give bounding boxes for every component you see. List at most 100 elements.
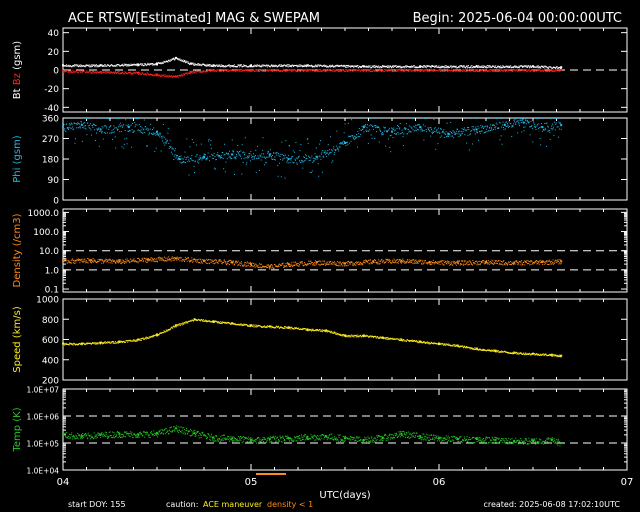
data-dot: [353, 137, 355, 139]
data-dot: [161, 140, 163, 142]
data-dot: [158, 258, 160, 260]
data-dot: [391, 127, 393, 129]
data-dot: [507, 123, 509, 125]
data-dot: [397, 66, 399, 68]
data-dot: [271, 65, 273, 67]
data-dot: [108, 72, 110, 74]
data-dot: [172, 58, 174, 60]
data-dot: [121, 131, 123, 133]
data-dot: [343, 263, 345, 265]
data-dot: [381, 69, 383, 71]
data-dot: [95, 71, 97, 73]
data-dot: [477, 125, 479, 127]
data-dot: [227, 65, 229, 67]
data-dot: [150, 73, 152, 75]
data-dot: [350, 70, 352, 72]
data-dot: [259, 263, 261, 265]
data-dot: [278, 264, 280, 266]
data-dot: [272, 64, 274, 66]
data-dot: [543, 70, 545, 72]
data-dot: [515, 118, 517, 119]
data-dot: [118, 73, 120, 75]
data-dot: [230, 64, 232, 66]
data-dot: [444, 67, 446, 69]
data-dot: [124, 129, 126, 131]
data-dot: [198, 63, 200, 65]
data-dot: [331, 69, 333, 71]
data-dot: [116, 128, 118, 130]
data-dot: [512, 66, 514, 68]
data-dot: [120, 340, 122, 342]
data-dot: [393, 127, 395, 129]
data-dot: [546, 263, 548, 265]
data-dot: [283, 155, 285, 157]
data-dot: [298, 155, 300, 157]
data-dot: [485, 66, 487, 68]
data-dot: [421, 69, 423, 71]
data-dot: [433, 263, 435, 265]
data-dot: [533, 122, 535, 124]
data-dot: [550, 262, 552, 264]
data-dot: [469, 260, 471, 262]
data-dot: [92, 342, 94, 344]
data-dot: [325, 151, 327, 153]
data-dot: [107, 71, 109, 73]
data-dot: [149, 62, 151, 64]
data-dot: [444, 262, 446, 264]
data-dot: [550, 66, 552, 68]
data-dot: [92, 126, 94, 128]
data-dot: [502, 70, 504, 72]
data-dot: [503, 123, 505, 125]
data-dot: [401, 261, 403, 263]
data-dot: [349, 142, 351, 144]
data-dot: [322, 150, 324, 152]
data-dot: [136, 73, 138, 75]
data-dot: [483, 260, 485, 262]
data-dot: [106, 65, 108, 67]
data-dot: [339, 261, 341, 263]
data-dot: [146, 145, 148, 147]
data-dot: [511, 125, 513, 127]
data-dot: [114, 341, 116, 343]
data-dot: [162, 62, 164, 64]
data-dot: [303, 70, 305, 72]
data-dot: [186, 138, 188, 140]
y-tick-label: 10.0: [39, 247, 59, 257]
data-dot: [498, 67, 500, 69]
data-dot: [391, 67, 393, 69]
data-dot: [493, 70, 495, 72]
data-dot: [296, 262, 298, 264]
data-dot: [286, 161, 288, 163]
data-dot: [524, 69, 526, 71]
data-dot: [141, 131, 143, 133]
data-dot: [447, 65, 449, 67]
data-dot: [95, 342, 97, 344]
data-dot: [560, 68, 562, 70]
data-dot: [406, 259, 408, 261]
data-dot: [370, 259, 372, 261]
data-dot: [440, 66, 442, 68]
data-dot: [475, 260, 477, 262]
data-dot: [145, 126, 147, 128]
data-dot: [100, 129, 102, 131]
data-dot: [266, 266, 268, 268]
data-dot: [82, 65, 84, 67]
data-dot: [346, 71, 348, 73]
data-dot: [338, 150, 340, 152]
data-dot: [399, 69, 401, 71]
data-dot: [90, 343, 92, 345]
data-dot: [87, 125, 89, 127]
data-dot: [446, 68, 448, 70]
data-dot: [362, 125, 364, 127]
data-dot: [372, 66, 374, 68]
data-dot: [223, 154, 225, 156]
data-dot: [299, 262, 301, 264]
data-dot: [287, 66, 289, 68]
data-dot: [484, 69, 486, 71]
data-dot: [215, 259, 217, 261]
data-dot: [547, 263, 549, 265]
data-dot: [227, 261, 229, 263]
data-dot: [336, 130, 338, 132]
data-dot: [344, 66, 346, 68]
data-dot: [231, 263, 233, 265]
